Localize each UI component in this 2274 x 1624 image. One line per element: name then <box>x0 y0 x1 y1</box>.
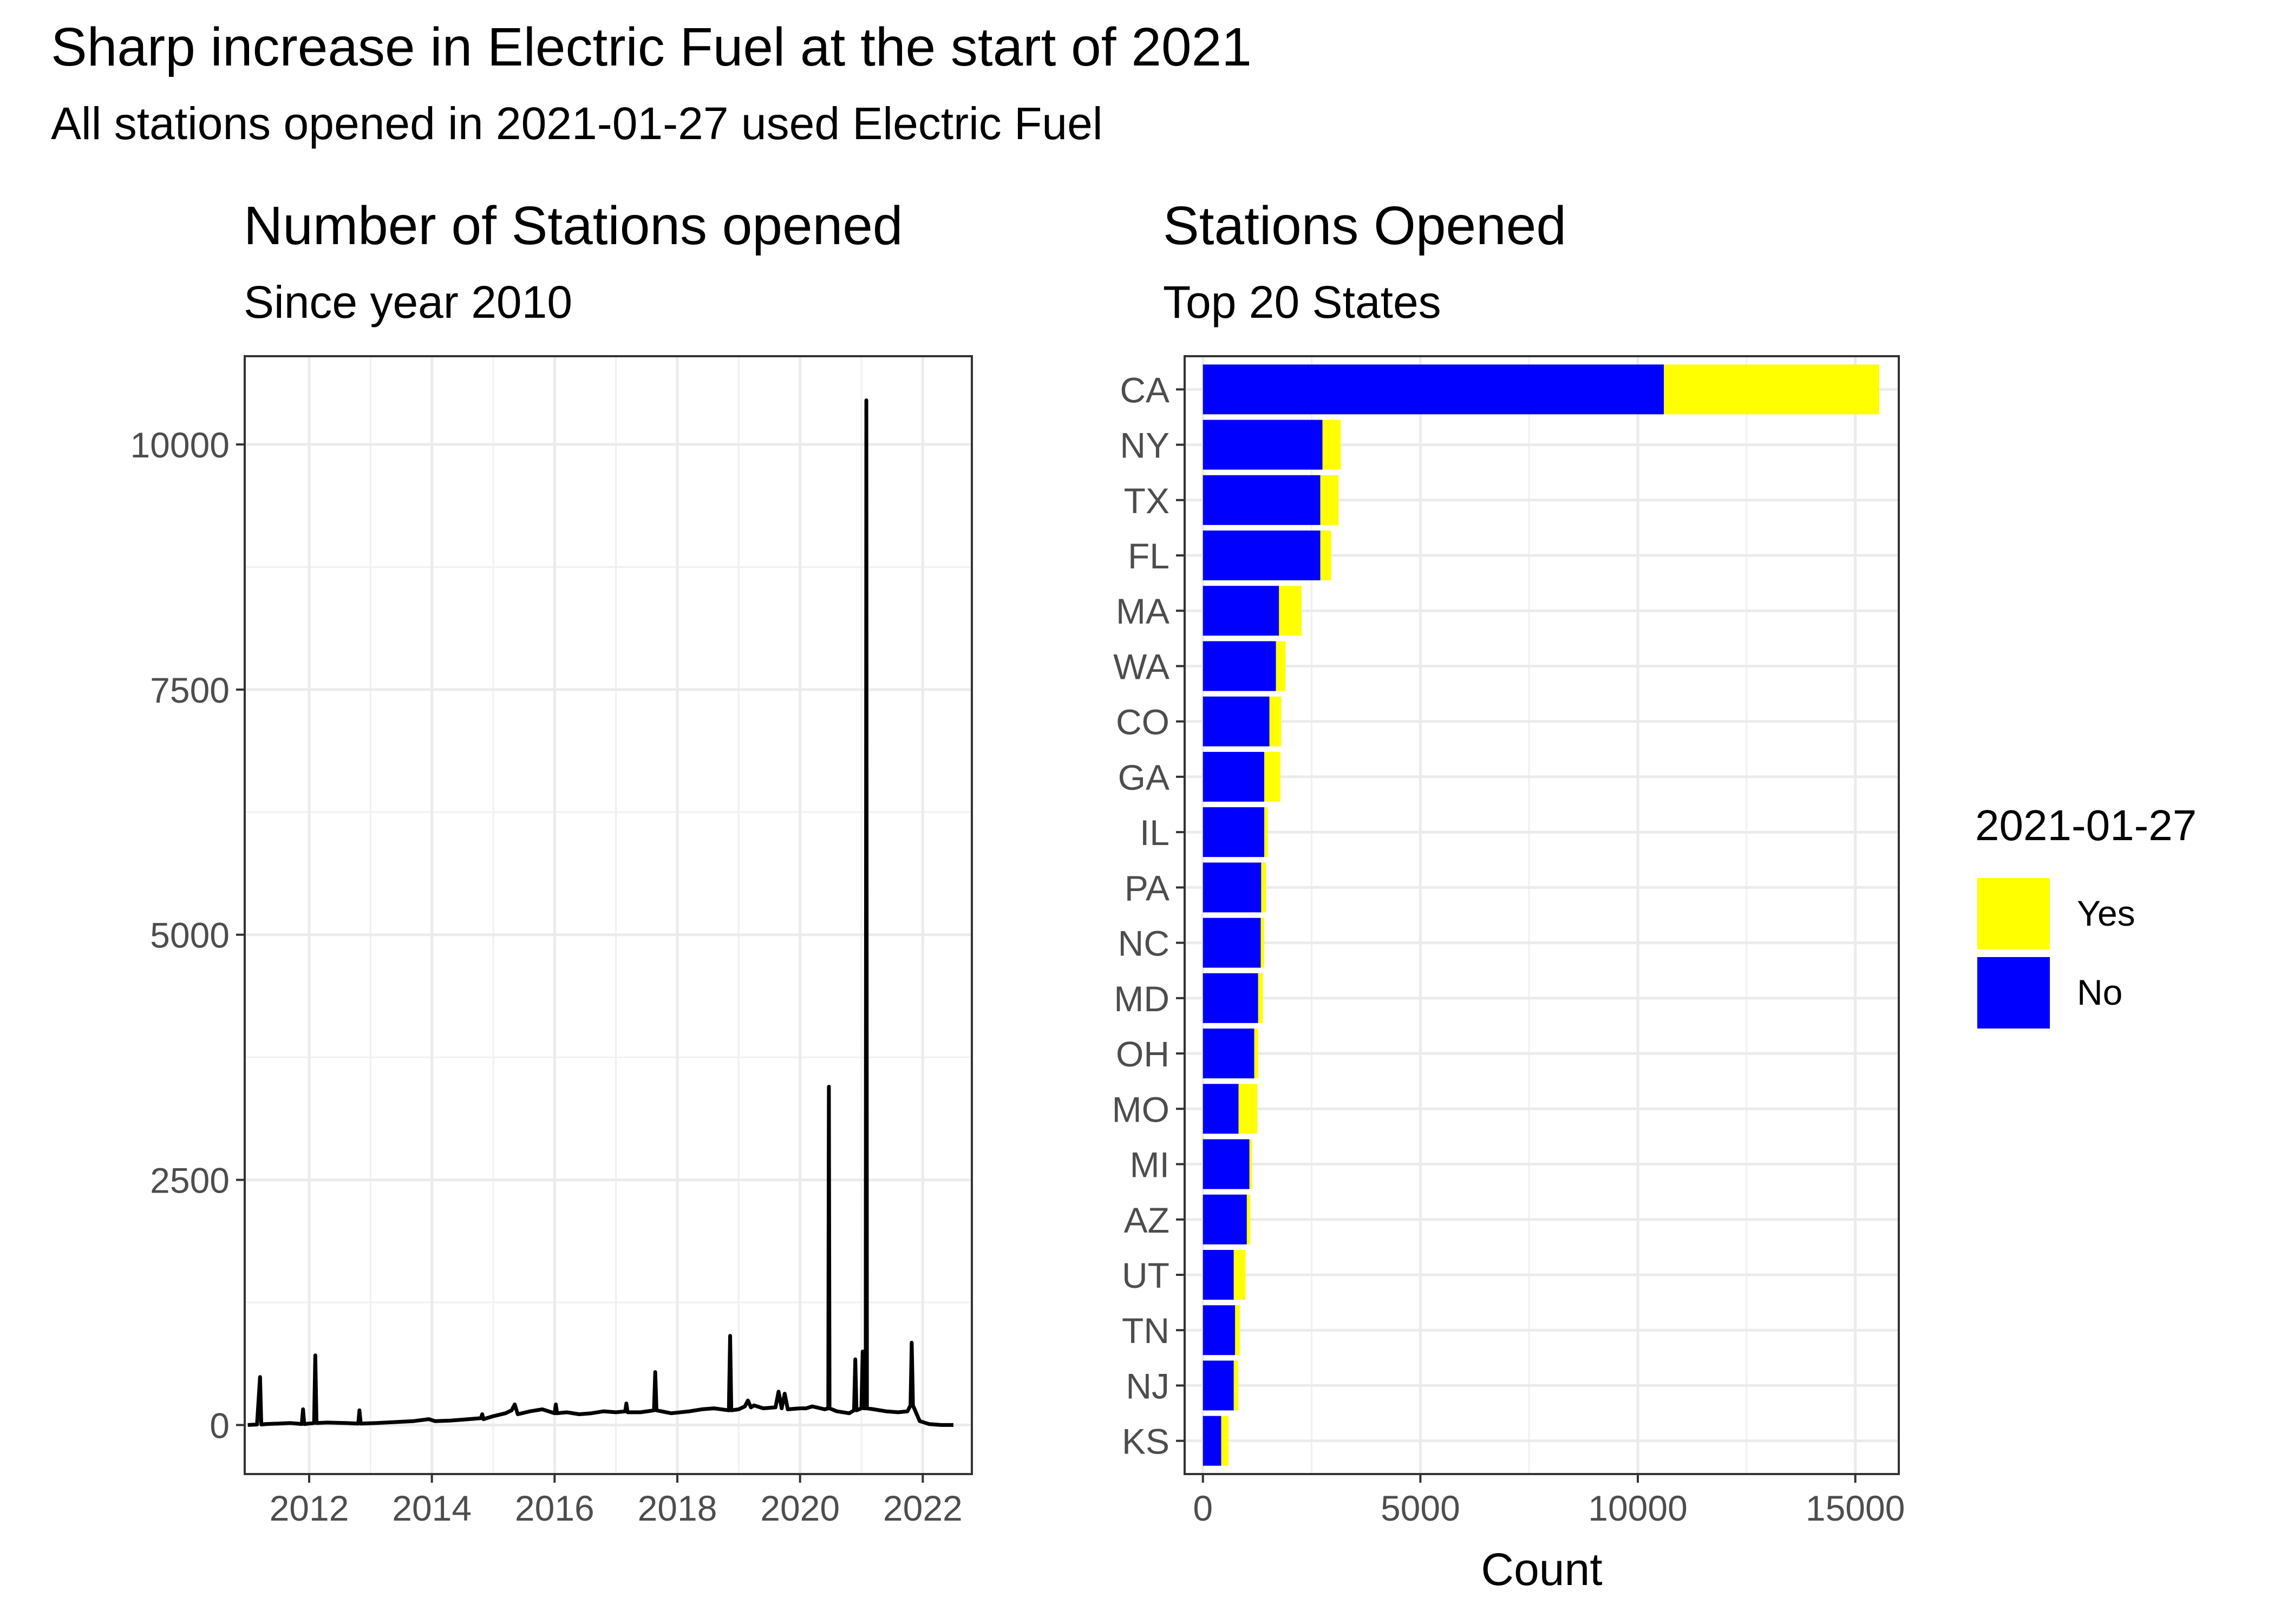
y-tick-label: MI <box>1130 1145 1169 1185</box>
bar-chart-title: Stations Opened <box>1163 195 1566 256</box>
y-tick-label: AZ <box>1124 1200 1169 1240</box>
y-tick-label: TX <box>1124 481 1169 521</box>
legend-key-no <box>1977 957 2050 1029</box>
bar-no-tn <box>1203 1305 1236 1355</box>
bar-yes-tn <box>1235 1305 1240 1355</box>
legend-key-yes <box>1977 878 2050 949</box>
bar-no-pa <box>1203 862 1262 913</box>
bar-yes-nj <box>1233 1360 1238 1411</box>
bar-no-ma <box>1203 586 1279 636</box>
bar-no-ks <box>1203 1416 1221 1466</box>
bar-chart-subtitle: Top 20 States <box>1163 277 1441 328</box>
bar-yes-nc <box>1260 918 1265 968</box>
bar-no-ut <box>1203 1249 1234 1300</box>
y-tick-label: 0 <box>210 1405 230 1445</box>
bar-plot-border <box>1184 355 1900 1475</box>
bar-yes-tx <box>1320 475 1339 525</box>
bar-no-co <box>1203 696 1270 746</box>
x-tick-label: 15000 <box>1806 1488 1905 1528</box>
bar-yes-pa <box>1261 862 1266 913</box>
y-tick-label: CO <box>1116 702 1169 742</box>
y-tick-label: FL <box>1128 536 1169 576</box>
bar-no-il <box>1203 807 1265 857</box>
bar-no-ny <box>1203 420 1323 470</box>
line-chart-subtitle: Since year 2010 <box>244 277 573 328</box>
y-tick-label: WA <box>1113 646 1169 686</box>
bar-no-md <box>1203 973 1258 1023</box>
x-tick-label: 2022 <box>883 1488 963 1528</box>
bar-no-wa <box>1203 641 1276 691</box>
line-chart-title: Number of Stations opened <box>244 195 903 256</box>
bar-no-mo <box>1203 1084 1239 1134</box>
bar-yes-ut <box>1233 1249 1246 1300</box>
legend-label-no: No <box>2077 972 2122 1012</box>
main-title: Sharp increase in Electric Fuel at the s… <box>51 17 1252 77</box>
y-tick-label: CA <box>1120 370 1169 410</box>
x-tick-label: 2018 <box>638 1488 717 1528</box>
bar-yes-mo <box>1238 1084 1258 1134</box>
main-subtitle: All stations opened in 2021-01-27 used E… <box>51 98 1103 149</box>
series-line <box>247 398 953 1427</box>
bar-yes-mi <box>1249 1139 1252 1189</box>
y-tick-label: MA <box>1116 591 1169 631</box>
bar-yes-az <box>1246 1194 1251 1245</box>
bar-no-nj <box>1203 1360 1234 1411</box>
bar-chart: CA NY TX FL MA WA CO GA IL PA NC MD OH MO MI AZ UT TN NJ KS… <box>1112 355 1905 1595</box>
bar-yes-co <box>1269 696 1282 746</box>
y-tick-label: 5000 <box>150 915 230 955</box>
x-tick-label: 5000 <box>1381 1488 1460 1528</box>
y-tick-label: 7500 <box>150 670 230 710</box>
bar-no-oh <box>1203 1029 1254 1079</box>
y-tick-label: MO <box>1112 1089 1169 1129</box>
bar-yes-ks <box>1221 1416 1229 1466</box>
line-chart: 2012 2014 2016 2018 2020 2022 0 2500 5000 7500 100… <box>130 355 973 1528</box>
line-plot-border <box>244 355 973 1475</box>
bar-no-mi <box>1203 1139 1250 1189</box>
bar-yes-ny <box>1322 420 1341 470</box>
y-tick-label: KS <box>1122 1422 1169 1462</box>
y-tick-label: NJ <box>1126 1366 1169 1406</box>
y-tick-label: 2500 <box>150 1161 230 1201</box>
bar-yes-fl <box>1320 531 1331 581</box>
bar-no-tx <box>1203 475 1321 525</box>
y-tick-label: 10000 <box>130 425 230 465</box>
legend-title: 2021-01-27 <box>1975 801 2197 849</box>
y-tick-label: TN <box>1122 1311 1169 1351</box>
y-tick-label: OH <box>1116 1034 1169 1074</box>
x-tick-label: 2020 <box>760 1488 840 1528</box>
x-tick-label: 2014 <box>392 1488 472 1528</box>
x-tick-label: 2016 <box>515 1488 594 1528</box>
y-tick-label: NY <box>1120 425 1169 466</box>
bar-no-fl <box>1203 531 1321 581</box>
bar-yes-oh <box>1254 1029 1258 1079</box>
y-tick-label: MD <box>1114 979 1169 1019</box>
bar-yes-ma <box>1279 586 1302 636</box>
bar-yes-wa <box>1276 641 1286 691</box>
y-tick-label: PA <box>1125 868 1169 908</box>
y-tick-label: UT <box>1122 1255 1169 1295</box>
x-tick-label: 10000 <box>1588 1488 1688 1528</box>
y-tick-label: GA <box>1118 757 1169 797</box>
bar-no-az <box>1203 1194 1247 1245</box>
x-tick-label: 0 <box>1193 1488 1213 1528</box>
bar-no-ca <box>1203 364 1664 415</box>
bar-yes-il <box>1264 807 1268 857</box>
bar-no-ga <box>1203 751 1265 802</box>
bar-yes-ga <box>1264 751 1280 802</box>
legend-label-yes: Yes <box>2077 893 2135 933</box>
line-plot-panel <box>245 356 972 1474</box>
y-tick-label: NC <box>1118 924 1169 964</box>
x-tick-label: 2012 <box>270 1488 349 1528</box>
x-axis-title: Count <box>1481 1544 1602 1595</box>
y-tick-label: IL <box>1140 813 1169 853</box>
bar-no-nc <box>1203 918 1261 968</box>
legend: 2021-01-27 Yes No <box>1975 801 2197 1029</box>
bar-yes-md <box>1258 973 1263 1023</box>
bar-yes-ca <box>1664 364 1879 415</box>
